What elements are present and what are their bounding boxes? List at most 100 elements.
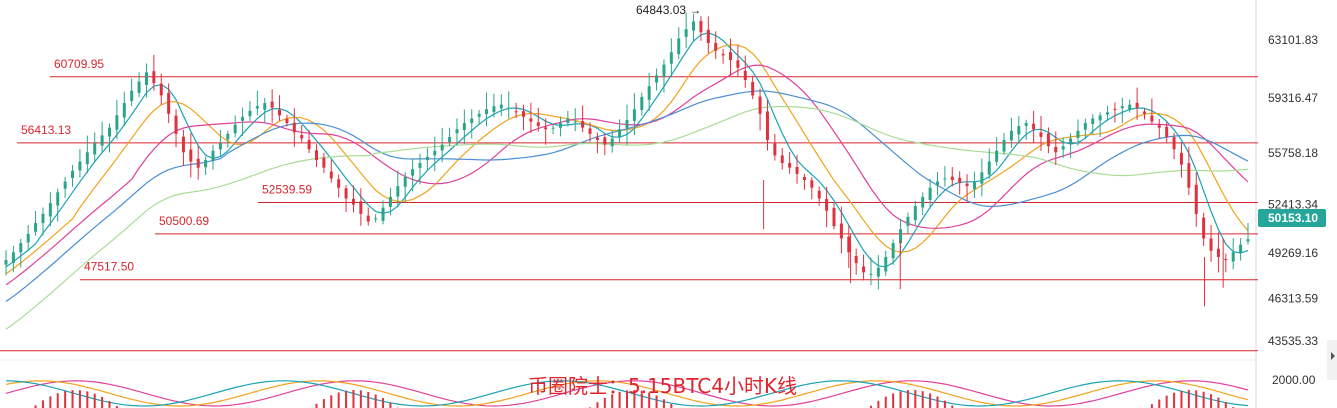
- candle-body: [729, 52, 732, 60]
- candle-body: [108, 127, 111, 137]
- candle-body: [625, 120, 629, 129]
- candle-body: [773, 143, 777, 156]
- candle-body: [307, 140, 311, 150]
- candle-body: [950, 176, 954, 180]
- candle-body: [85, 152, 89, 165]
- current-price-tag-bg: [1258, 209, 1326, 227]
- candle-body: [965, 183, 969, 187]
- candle-body: [388, 196, 392, 207]
- candle-body: [270, 101, 274, 108]
- candle-body: [41, 213, 45, 224]
- level-label: 52539.59: [262, 182, 312, 196]
- candle-body: [507, 107, 511, 109]
- candle-body: [558, 123, 562, 128]
- price-tick-label: 43535.33: [1268, 334, 1318, 348]
- candle-body: [366, 215, 370, 222]
- candle-body: [862, 266, 866, 273]
- candle-body: [492, 106, 496, 112]
- candle-body: [1157, 125, 1161, 128]
- candle-body: [344, 188, 348, 199]
- candle-body: [1091, 118, 1095, 124]
- candle-body: [425, 156, 429, 161]
- indicator-bar: [611, 394, 614, 408]
- candle-body: [699, 21, 703, 33]
- candle-body: [795, 167, 799, 174]
- indicator-bar: [382, 398, 385, 408]
- candle-body: [26, 233, 30, 243]
- candle-body: [1209, 238, 1213, 251]
- candle-body: [1002, 140, 1006, 152]
- indicator-bar: [648, 392, 651, 408]
- candle-body: [241, 116, 245, 121]
- candle-body: [987, 161, 991, 175]
- indicator-bar: [93, 393, 96, 408]
- candle-body: [943, 178, 947, 180]
- candle-body: [980, 172, 984, 184]
- candle-body: [899, 229, 903, 244]
- indicator-bar: [640, 390, 643, 408]
- indicator-line: [5, 380, 1249, 407]
- candle-body: [93, 143, 97, 155]
- candle-body: [632, 109, 636, 121]
- candle-body: [278, 109, 282, 116]
- candle-body: [315, 150, 318, 160]
- current-price-label: 50153.10: [1268, 211, 1318, 225]
- candle-body: [448, 136, 452, 143]
- candle-body: [1024, 123, 1028, 126]
- candle-body: [300, 135, 304, 139]
- level-label: 60709.95: [54, 57, 104, 71]
- candle-body: [1143, 111, 1146, 114]
- candle-body: [743, 70, 747, 80]
- indicator-bar: [1165, 395, 1168, 408]
- candle-body: [640, 96, 644, 110]
- indicator-bar: [389, 402, 392, 408]
- candle-body: [1187, 163, 1191, 188]
- candle-body: [972, 181, 976, 190]
- candle-body: [181, 136, 185, 153]
- price-axis: 63101.83 59316.47 55758.18 52413.34 49269.16…: [1268, 33, 1318, 348]
- indicator-bar: [1158, 399, 1161, 408]
- candle-body: [137, 81, 141, 93]
- candle-body: [48, 203, 52, 217]
- candle-body: [1076, 130, 1080, 138]
- candle-body: [714, 42, 718, 51]
- candle-body: [211, 150, 215, 162]
- candle-body: [684, 29, 688, 37]
- candle-body: [1083, 123, 1087, 130]
- candle-body: [233, 124, 237, 134]
- indicator-bar: [359, 390, 362, 408]
- candle-body: [1239, 244, 1243, 254]
- scrollbar[interactable]: [1327, 340, 1337, 380]
- candle-body: [706, 29, 710, 44]
- candle-body: [825, 198, 829, 211]
- indicator-bar: [1202, 391, 1205, 408]
- candle-body: [514, 111, 518, 113]
- candle-body: [573, 121, 577, 123]
- indicator-bar: [929, 393, 932, 408]
- candle-body: [11, 252, 15, 263]
- candle-body: [647, 86, 651, 100]
- candle-body: [529, 118, 533, 122]
- candle-body: [196, 158, 200, 168]
- indicator-bar: [633, 390, 636, 408]
- indicator-bar: [86, 391, 89, 408]
- candlesticks: [4, 12, 1250, 307]
- candle-body: [936, 181, 939, 186]
- candle-body: [751, 81, 755, 96]
- candle-body: [995, 150, 999, 162]
- indicator-bar: [596, 402, 599, 408]
- candle-body: [292, 122, 296, 133]
- candle-body: [4, 260, 8, 265]
- candle-body: [418, 163, 422, 168]
- candle-body: [1202, 217, 1206, 239]
- price-tick-label: 55758.18: [1268, 146, 1318, 160]
- indicator-bar: [352, 390, 355, 408]
- candle-body: [1032, 123, 1036, 130]
- candle-body: [928, 187, 932, 200]
- indicator-bar: [914, 390, 917, 408]
- scroll-arrow-icon[interactable]: [1331, 352, 1335, 360]
- candle-body: [581, 121, 585, 128]
- candle-body: [152, 71, 156, 84]
- candle-body: [669, 52, 673, 64]
- candle-body: [226, 133, 230, 140]
